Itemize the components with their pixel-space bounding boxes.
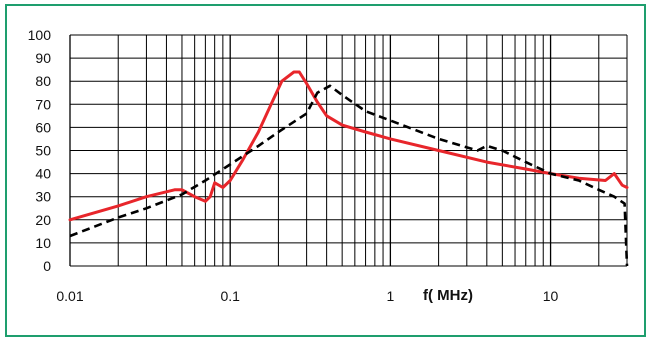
grid-lines <box>69 34 628 267</box>
y-tick-label: 20 <box>35 212 51 228</box>
x-tick-label: 0.01 <box>56 288 83 304</box>
x-axis-title: f( MHz) <box>423 287 473 304</box>
y-tick-label: 30 <box>35 189 51 205</box>
dashed-series-line <box>69 84 629 267</box>
x-tick-label: 1 <box>386 288 394 304</box>
y-tick-label: 80 <box>35 73 51 89</box>
y-tick-label: 10 <box>35 235 51 251</box>
y-tick-label: 90 <box>35 50 51 66</box>
y-tick-label: 60 <box>35 119 51 135</box>
series-lines <box>68 70 629 267</box>
y-tick-label: 50 <box>35 143 51 159</box>
y-tick-label: 0 <box>43 258 51 274</box>
y-tick-label: 70 <box>35 96 51 112</box>
y-tick-label: 100 <box>28 27 52 43</box>
x-tick-label: 10 <box>543 288 559 304</box>
y-tick-label: 40 <box>35 166 51 182</box>
solid-series-line <box>68 70 629 222</box>
x-tick-label: 0.1 <box>220 288 240 304</box>
